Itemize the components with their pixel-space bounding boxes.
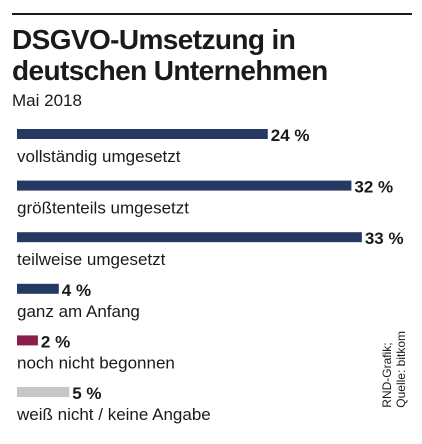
category-label-groesstenteils-umgesetzt: größtenteils umgesetzt — [17, 199, 189, 218]
source-line-1: RND-Grafik; — [380, 342, 394, 408]
chart-title: DSGVO-Umsetzung in deutschen Unternehmen — [12, 24, 328, 86]
category-label-vollstaendig-umgesetzt: vollständig umgesetzt — [17, 147, 181, 166]
bar-groesstenteils-umgesetzt — [17, 180, 352, 191]
category-label-ganz-am-anfang: ganz am Anfang — [17, 302, 140, 321]
bar-teilweise-umgesetzt — [17, 232, 362, 243]
bar-ganz-am-anfang — [17, 283, 59, 294]
bar-noch-nicht-begonnen — [17, 335, 38, 346]
value-label-ganz-am-anfang: 4 % — [62, 281, 91, 300]
top-rule — [12, 13, 412, 15]
value-label-vollstaendig-umgesetzt: 24 % — [271, 126, 310, 145]
value-label-groesstenteils-umgesetzt: 32 % — [354, 178, 393, 197]
category-label-noch-nicht-begonnen: noch nicht begonnen — [17, 353, 175, 372]
bar-weiss-nicht-keine-angabe — [17, 387, 70, 397]
source-line-2: Quelle: bitkom — [394, 331, 408, 408]
source-note: RND-Grafik; Quelle: bitkom — [380, 331, 408, 408]
category-label-teilweise-umgesetzt: teilweise umgesetzt — [17, 250, 166, 269]
category-label-weiss-nicht-keine-angabe: weiß nicht / keine Angabe — [16, 405, 211, 424]
bar-vollstaendig-umgesetzt — [17, 129, 268, 139]
value-label-noch-nicht-begonnen: 2 % — [41, 332, 70, 351]
chart-subtitle: Mai 2018 — [12, 91, 82, 110]
value-label-teilweise-umgesetzt: 33 % — [365, 229, 404, 248]
value-label-weiss-nicht-keine-angabe: 5 % — [72, 384, 101, 403]
